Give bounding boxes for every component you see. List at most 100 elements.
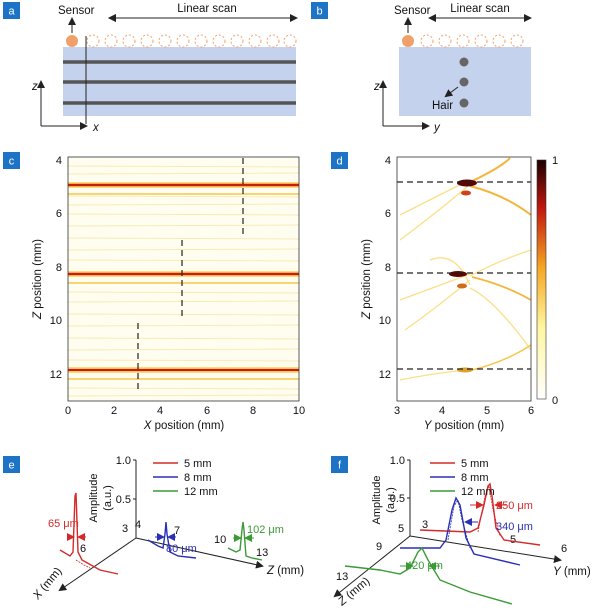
svg-text:4: 4 [439, 405, 445, 417]
panel-f-width-8mm: 340 μm [496, 521, 533, 533]
panel-d-label: d [336, 156, 342, 168]
panel-d-hair-5mm [457, 179, 477, 187]
panel-f-legend: 5 mm 8 mm 12 mm [430, 458, 495, 498]
panel-e-amp-tick-1: 1.0 [116, 455, 131, 467]
panel-d-hair-12mm [457, 367, 473, 373]
panel-f: f 1.0 0.5 Amplitude (a.u.) Z (mm) 5 9 13… [331, 455, 591, 608]
panel-b-label: b [316, 6, 322, 18]
panel-d-xlabel: Y position (mm) [424, 420, 505, 432]
panel-c-xticks: 0 2 4 6 8 10 [65, 405, 305, 417]
panel-f-amp-label: Amplitude [371, 476, 383, 525]
panel-b-sensor-circle [402, 35, 414, 47]
legend-f-5mm: 5 mm [461, 458, 489, 470]
panel-a-label-box [3, 2, 20, 19]
panel-c-xlabel: X position (mm) [143, 420, 225, 432]
panel-f-y-axis-label: Y (mm) [553, 566, 591, 578]
panel-f-z-tick-9: 9 [376, 541, 382, 553]
svg-text:2: 2 [111, 405, 117, 417]
panel-f-width-12mm: 420 μm [406, 560, 443, 572]
panel-e: e 1.0 0.5 Amplitude (a.u.) X (mm) 6 Z (m… [3, 455, 304, 603]
panel-e-amp-tick-05: 0.5 [116, 494, 131, 506]
panel-e-z-tick-13: 13 [256, 547, 268, 559]
panel-f-y-tick-5: 5 [510, 534, 516, 546]
panel-a-label: a [8, 6, 15, 18]
panel-b-hair-pointer [444, 86, 459, 98]
panel-b: b Hair Sensor Linear scan z y [311, 2, 532, 134]
panel-f-label: f [338, 460, 342, 472]
panel-b-sensor-label: Sensor [394, 5, 431, 17]
svg-text:10: 10 [293, 405, 305, 417]
panel-d-frame [396, 156, 532, 402]
panel-a-z-label: z [31, 81, 38, 93]
panel-d-hair-8mm [449, 271, 467, 277]
panel-d-colorbar [536, 159, 547, 400]
panel-e-width-5mm: 65 μm [48, 518, 79, 530]
svg-text:8: 8 [385, 262, 391, 274]
svg-text:3: 3 [394, 405, 400, 417]
panel-f-amp-tick-1: 1.0 [390, 455, 405, 467]
panel-a: a Sensor Linear scan z x [3, 2, 298, 134]
legend-e-8mm: 8 mm [184, 472, 212, 484]
panel-b-scan-positions [420, 34, 524, 48]
panel-f-z-tick-5: 5 [398, 523, 404, 535]
panel-e-x-axis [58, 537, 137, 592]
svg-text:4: 4 [157, 405, 163, 417]
panel-d-colorbar-min: 0 [552, 395, 558, 407]
panel-a-sensor-label: Sensor [58, 5, 95, 17]
panel-b-y-label: y [433, 122, 441, 134]
svg-text:12: 12 [50, 369, 62, 381]
panel-b-hair-label: Hair [432, 100, 453, 112]
panel-d-colorbar-max: 1 [552, 155, 558, 167]
panel-b-label-box [311, 2, 328, 19]
panel-e-amp-label: Amplitude [88, 474, 100, 523]
svg-text:12: 12 [379, 369, 391, 381]
panel-f-label-box [331, 456, 348, 473]
legend-f-8mm: 8 mm [461, 472, 489, 484]
svg-text:8: 8 [250, 405, 256, 417]
panel-e-legend: 5 mm 8 mm 12 mm [153, 458, 218, 498]
panel-f-width-5mm: 250 μm [496, 500, 533, 512]
panel-d-yticks: 4 6 8 10 12 [379, 155, 391, 381]
panel-b-z-label: z [373, 81, 380, 93]
panel-b-hair-3 [459, 98, 469, 108]
panel-c-label: c [9, 156, 15, 168]
panel-d: d 3 4 5 6 4 [331, 152, 558, 432]
panel-e-trace-12mm [227, 521, 263, 561]
panel-d-xticks: 3 4 5 6 [394, 405, 534, 417]
svg-text:4: 4 [56, 155, 62, 167]
legend-f-12mm: 12 mm [461, 486, 495, 498]
panel-e-trace-8mm [147, 521, 197, 559]
panel-e-label: e [8, 460, 14, 472]
panel-a-scan-label: Linear scan [177, 3, 236, 15]
panel-b-hair-2 [459, 77, 469, 87]
svg-text:5: 5 [484, 405, 490, 417]
panel-f-z-tick-13: 13 [336, 571, 348, 583]
panel-f-amp-unit: (a.u.) [385, 487, 397, 513]
panel-e-trace-5mm [59, 492, 119, 575]
panel-c-frame [67, 156, 300, 402]
panel-e-width-12mm: 102 μm [247, 524, 284, 536]
panel-f-trace-12mm [344, 546, 513, 605]
panel-e-z-axis-label: Z (mm) [266, 565, 304, 577]
panel-e-z-axis [135, 537, 264, 569]
panel-e-amp-unit: (a.u.) [102, 485, 114, 511]
panel-f-amp-tick-05: 0.5 [390, 493, 405, 505]
panel-b-scan-label: Linear scan [450, 3, 509, 15]
panel-f-y-tick-3: 3 [422, 519, 428, 531]
panel-f-trace-8mm [400, 496, 521, 566]
panel-e-z-tick-7: 7 [174, 525, 180, 537]
legend-e-5mm: 5 mm [184, 458, 212, 470]
panel-a-sensor-circle [66, 35, 78, 47]
panel-f-y-tick-6: 6 [561, 543, 567, 555]
panel-f-z-axis [333, 535, 411, 598]
panel-d-ylabel: Z position (mm) [361, 239, 373, 320]
panel-c-ylabel: Z position (mm) [32, 239, 44, 320]
svg-text:10: 10 [50, 315, 62, 327]
panel-a-scan-positions [86, 34, 297, 48]
panel-c-yticks: 4 6 8 10 12 [50, 155, 62, 381]
panel-f-y-axis [409, 535, 562, 564]
panel-e-z-tick-10: 10 [214, 534, 226, 546]
panel-d-label-box [331, 152, 348, 169]
svg-text:6: 6 [204, 405, 210, 417]
svg-text:4: 4 [385, 155, 391, 167]
